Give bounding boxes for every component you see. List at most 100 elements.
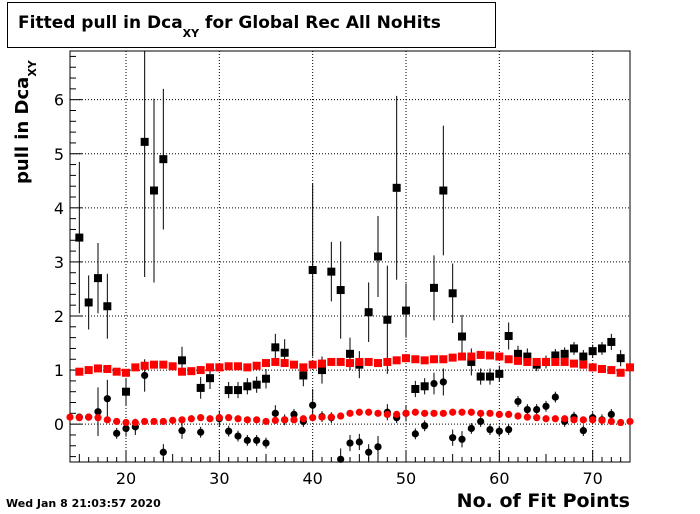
data-point-circle: [486, 425, 494, 434]
data-point-square: [94, 364, 102, 373]
data-point-circle: [103, 395, 111, 403]
data-point-circle: [122, 424, 130, 433]
data-point-square: [103, 364, 112, 373]
data-point-circle: [150, 417, 158, 426]
y-tick-label: 1: [54, 361, 64, 380]
date-stamp: Wed Jan 8 21:03:57 2020: [6, 497, 161, 510]
data-point-square: [206, 374, 214, 383]
data-point-square: [112, 367, 121, 376]
data-point-circle: [374, 409, 382, 417]
data-point-square: [280, 348, 289, 357]
data-point-square: [467, 357, 476, 366]
data-point-square: [308, 360, 317, 369]
data-point-circle: [243, 436, 251, 444]
data-point-square: [374, 252, 382, 261]
data-point-square: [402, 354, 410, 363]
data-point-square: [150, 360, 158, 369]
data-point-circle: [393, 410, 401, 419]
data-point-circle: [234, 432, 242, 440]
data-point-square: [346, 359, 354, 368]
data-point-square: [318, 359, 326, 368]
y-tick-label: 0: [54, 415, 64, 434]
data-point-circle: [598, 416, 606, 424]
data-point-circle: [523, 405, 531, 414]
data-point-circle: [178, 416, 186, 424]
data-point-square: [140, 137, 149, 146]
data-point-square: [234, 386, 242, 395]
data-point-circle: [94, 408, 102, 416]
data-point-square: [392, 356, 401, 365]
data-point-circle: [75, 414, 83, 422]
data-point-circle: [131, 418, 139, 427]
data-point-square: [327, 267, 336, 276]
data-point-circle: [523, 413, 531, 421]
data-point-square: [616, 354, 625, 363]
data-point-square: [626, 363, 634, 372]
data-point-circle: [430, 379, 438, 388]
data-point-square: [448, 289, 457, 298]
data-point-square: [262, 359, 270, 368]
data-point-circle: [346, 409, 354, 417]
data-point-circle: [309, 414, 317, 422]
data-point-circle: [66, 413, 74, 421]
data-point-circle: [327, 413, 335, 421]
data-point-circle: [365, 448, 373, 456]
data-point-square: [75, 233, 84, 242]
data-point-square: [598, 364, 606, 373]
axis-ticks: 20 30 40 50 60 70 0 1 2 3 4 5 6: [54, 55, 631, 488]
data-point-square: [215, 363, 224, 372]
data-point-circle: [290, 416, 298, 424]
data-point-square: [122, 368, 130, 377]
data-point-square: [252, 361, 261, 370]
data-point-square: [486, 372, 494, 381]
data-point-circle: [178, 427, 186, 435]
data-point-circle: [262, 417, 270, 426]
chart-title: Fitted pull in DcaXY for Global Rec All …: [18, 13, 441, 40]
data-point-square: [504, 355, 513, 364]
data-point-circle: [281, 416, 289, 424]
data-point-square: [458, 332, 466, 341]
data-point-circle: [542, 402, 550, 410]
data-point-circle: [551, 415, 559, 423]
data-point-circle: [113, 429, 121, 437]
data-point-square: [187, 367, 196, 376]
data-point-square: [495, 352, 504, 361]
title-main: Fitted pull in Dca: [18, 13, 183, 33]
data-point-circle: [337, 412, 345, 420]
data-point-circle: [626, 417, 634, 426]
data-point-circle: [253, 436, 261, 444]
data-point-circle: [337, 455, 345, 463]
data-point-circle: [365, 408, 373, 416]
title-subscript: XY: [182, 27, 200, 40]
data-point-square: [411, 355, 420, 364]
data-point-square: [476, 350, 485, 359]
data-point-square: [598, 344, 606, 353]
data-point-circle: [271, 416, 279, 424]
data-point-circle: [421, 409, 429, 417]
data-point-square: [402, 306, 410, 315]
data-point-circle: [505, 425, 513, 434]
data-point-circle: [467, 408, 475, 416]
y-tick-label: 2: [54, 307, 64, 326]
data-point-square: [570, 344, 578, 353]
data-point-circle: [477, 417, 485, 426]
data-point-square: [579, 360, 588, 369]
data-point-square: [196, 383, 205, 392]
data-point-circle: [318, 413, 326, 421]
data-point-square: [299, 371, 308, 380]
data-point-circle: [402, 409, 410, 417]
data-point-square: [551, 351, 560, 360]
data-point-square: [560, 349, 569, 358]
data-point-circle: [103, 416, 111, 424]
x-tick-label: 20: [116, 469, 136, 488]
title-rest: for Global Rec All NoHits: [199, 13, 441, 33]
data-point-circle: [225, 427, 233, 435]
data-point-square: [271, 357, 280, 366]
data-points: [66, 51, 634, 463]
x-tick-label: 40: [302, 469, 322, 488]
data-point-circle: [215, 414, 223, 422]
data-point-square: [243, 382, 252, 391]
y-tick-label: 3: [54, 253, 64, 272]
data-point-square: [336, 286, 345, 295]
